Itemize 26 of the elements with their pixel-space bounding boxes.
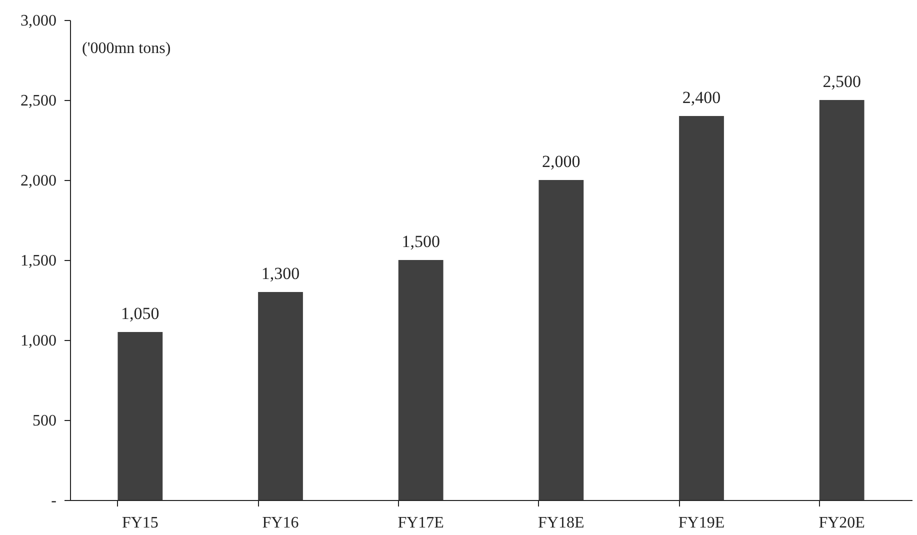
- y-tick-label: 3,000: [20, 12, 56, 30]
- x-tick-label: FY18E: [538, 514, 584, 532]
- bar: [398, 260, 444, 500]
- bar: [819, 100, 864, 500]
- bar: [538, 180, 584, 500]
- y-tick-label: 2,000: [20, 172, 56, 190]
- x-tick-label: FY19E: [678, 514, 725, 532]
- data-label: 2,500: [822, 72, 861, 91]
- y-tick-label: 500: [32, 412, 56, 430]
- x-tick-label: FY16: [262, 514, 299, 532]
- x-tick-label: FY17E: [398, 514, 444, 532]
- data-label: 2,000: [542, 152, 580, 171]
- y-tick-label: 1,500: [20, 252, 56, 270]
- bar: [118, 332, 163, 500]
- annotation: ('000mn tons): [82, 40, 171, 57]
- y-tick-label: 1,000: [20, 332, 56, 350]
- data-label: 2,400: [682, 88, 721, 107]
- y-tick-label: 2,500: [20, 92, 56, 110]
- data-label: 1,300: [261, 264, 300, 283]
- y-tick-label: -: [51, 492, 56, 510]
- bar: [679, 116, 724, 500]
- data-label: 1,050: [121, 304, 160, 323]
- data-label: 1,500: [402, 232, 440, 251]
- bar: [258, 292, 303, 500]
- x-tick-label: FY20E: [818, 514, 865, 532]
- x-tick-label: FY15: [122, 514, 158, 532]
